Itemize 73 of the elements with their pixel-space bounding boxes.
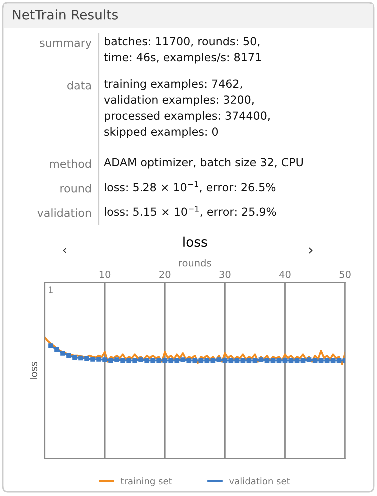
point [318, 358, 324, 364]
x-tick-label: 10 [100, 270, 111, 278]
point [150, 358, 156, 364]
point [54, 347, 60, 352]
point [90, 357, 96, 362]
point [228, 358, 234, 364]
point [126, 358, 132, 364]
text: ‹ [63, 248, 66, 254]
point [246, 358, 252, 364]
point [282, 358, 288, 364]
point [216, 358, 222, 363]
point [240, 358, 246, 364]
point [78, 356, 84, 361]
text: loss: 5.15 × 10$^{−1}$, error: 25.9% [105, 206, 276, 218]
text: validation [38, 208, 92, 218]
point [132, 358, 138, 364]
text: batches: 11700, rounds: 50, time: 46s, examples/s: 8171 [104, 37, 262, 64]
point [168, 358, 174, 364]
text: loss: 5.28 × 10$^{−1}$, error: 26.5% [105, 182, 276, 193]
point [72, 355, 78, 360]
y-axis-title: loss [30, 362, 38, 380]
point [198, 358, 204, 364]
point [234, 358, 240, 364]
x-tick-label: 30 [220, 270, 231, 278]
point [96, 357, 102, 362]
point [66, 353, 72, 358]
text: 1 [48, 286, 53, 294]
text: round [60, 184, 91, 193]
chart-title: loss [184, 236, 208, 248]
legend-label: validation set [230, 478, 290, 485]
point [102, 358, 108, 363]
point [138, 358, 144, 363]
text: NetTrain Results [13, 10, 118, 20]
text: ADAM optimizer, batch size 32, CPU [104, 158, 303, 169]
text: data [68, 81, 91, 90]
point [162, 358, 168, 364]
point [48, 344, 54, 349]
point [180, 358, 186, 363]
legend-label: training set [120, 478, 172, 486]
point [222, 358, 228, 364]
point [264, 358, 270, 364]
text: method [50, 160, 91, 168]
point [270, 358, 276, 364]
point [288, 358, 294, 364]
point [144, 358, 150, 364]
point [192, 358, 198, 364]
text: › [310, 248, 313, 254]
point [252, 358, 258, 364]
x-tick-label: 40 [280, 270, 291, 278]
point [324, 358, 330, 364]
point [156, 358, 162, 364]
text: summary [40, 40, 92, 50]
point [330, 358, 336, 364]
point [186, 358, 192, 364]
point [60, 350, 66, 356]
point [300, 358, 306, 364]
point [84, 356, 90, 362]
point [174, 358, 180, 364]
point [114, 358, 120, 363]
point [336, 358, 342, 364]
point [306, 358, 312, 363]
x-tick-label: 20 [160, 270, 171, 278]
point [258, 358, 264, 363]
point [210, 358, 216, 364]
point [276, 358, 282, 364]
point [294, 358, 300, 364]
point [204, 358, 210, 364]
text: training examples: 7462, validation examples: 3200, processed examples: 374400, skipped examples: 0 [104, 80, 270, 138]
point [108, 358, 114, 364]
point [120, 358, 126, 364]
point [312, 358, 318, 364]
x-tick-label: 50 [340, 270, 351, 278]
x-axis-title: rounds [179, 259, 212, 267]
